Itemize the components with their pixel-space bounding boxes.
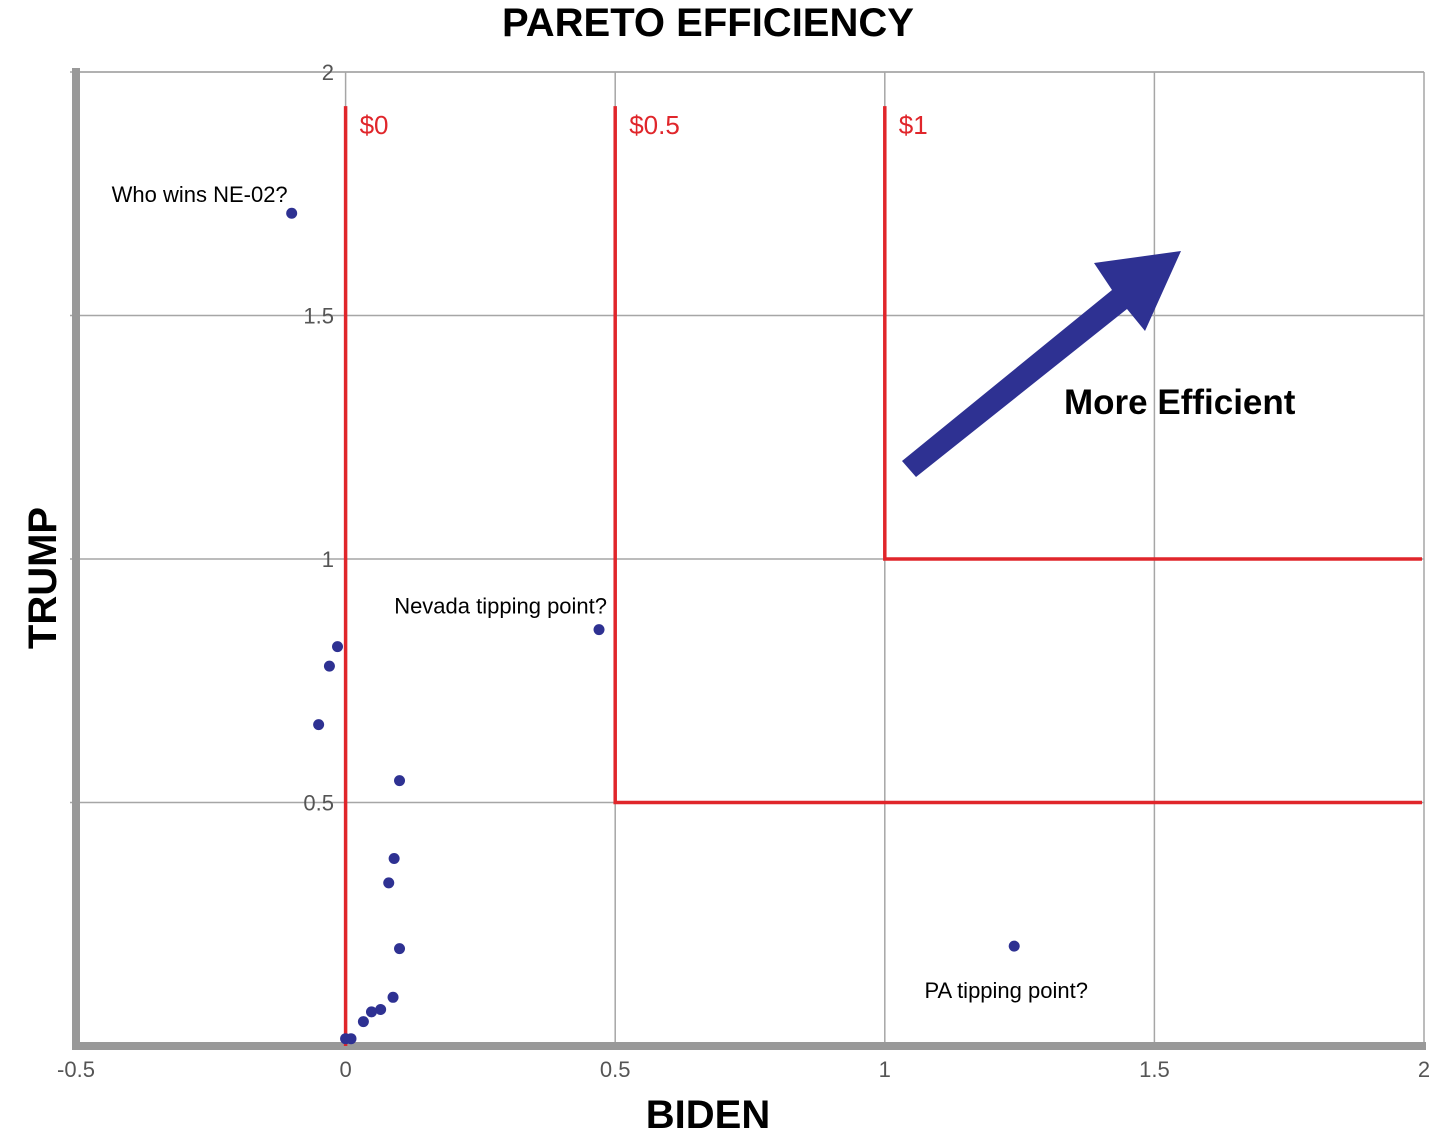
axes xyxy=(72,68,1426,1050)
indifference-frontiers: $0 $0.5 $1 xyxy=(343,106,1422,1046)
data-point xyxy=(286,207,298,219)
data-point xyxy=(365,1006,377,1018)
frontier-label: $1 xyxy=(899,110,928,140)
x-tick-label: -0.5 xyxy=(57,1057,95,1082)
point-label: Who wins NE-02? xyxy=(112,182,288,207)
efficiency-arrow xyxy=(902,251,1181,477)
data-point xyxy=(394,775,406,787)
point-label: PA tipping point? xyxy=(924,978,1088,1003)
y-tick-labels: 0.5 1 1.5 2 xyxy=(303,60,334,816)
data-point xyxy=(375,1003,387,1015)
data-points xyxy=(286,207,1020,1045)
x-tick-label: 2 xyxy=(1418,1057,1430,1082)
arrow-shape xyxy=(902,251,1181,477)
data-point xyxy=(345,1033,357,1045)
x-tick-label: 1.5 xyxy=(1139,1057,1170,1082)
data-point xyxy=(332,641,344,653)
y-tick-label: 2 xyxy=(322,60,334,85)
data-point xyxy=(394,943,406,955)
x-tick-label: 0.5 xyxy=(600,1057,631,1082)
y-tick-label: 1 xyxy=(322,547,334,572)
point-label: Nevada tipping point? xyxy=(394,594,607,619)
frontier-line xyxy=(613,106,1422,805)
data-point xyxy=(313,719,325,731)
x-tick-label: 1 xyxy=(879,1057,891,1082)
arrow-label: More Efficient xyxy=(1064,383,1296,422)
y-tick-label: 0.5 xyxy=(303,791,334,816)
data-point xyxy=(357,1016,369,1028)
data-point xyxy=(388,853,400,865)
data-point xyxy=(593,624,605,636)
data-point xyxy=(387,991,399,1003)
x-tick-labels: -0.5 0 0.5 1 1.5 2 xyxy=(57,1057,1430,1082)
y-axis-title: TRUMP xyxy=(21,507,65,649)
data-point xyxy=(1008,940,1020,952)
frontier-label: $0 xyxy=(360,110,389,140)
chart-title: PARETO EFFICIENCY xyxy=(502,1,914,45)
frontier-label: $0.5 xyxy=(629,110,680,140)
data-point xyxy=(323,660,335,672)
x-tick-label: 0 xyxy=(339,1057,351,1082)
point-labels: Who wins NE-02? Nevada tipping point? PA t… xyxy=(112,182,1088,1003)
y-tick-label: 1.5 xyxy=(303,304,334,329)
frontier-line xyxy=(883,106,1422,561)
data-point xyxy=(383,877,395,889)
x-axis-title: BIDEN xyxy=(646,1093,770,1137)
